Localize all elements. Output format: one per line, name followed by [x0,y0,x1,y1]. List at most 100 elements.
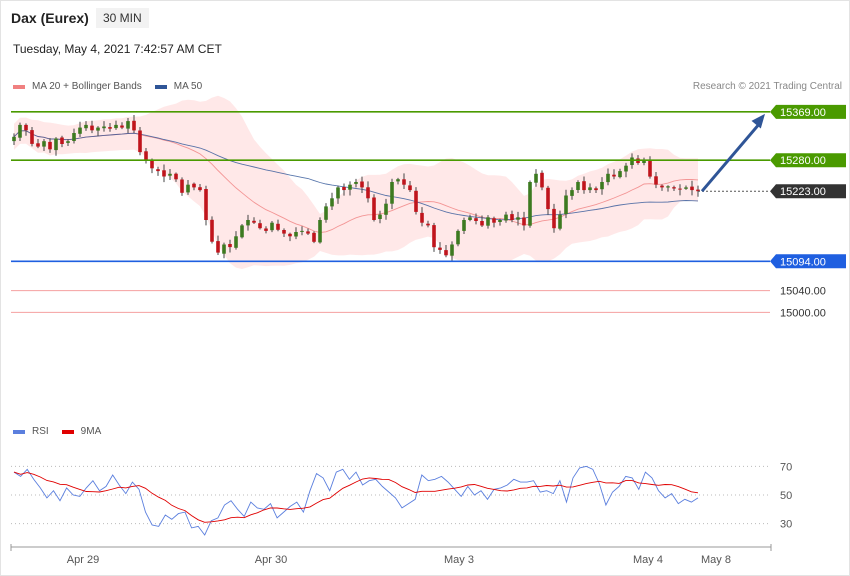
candle-body [390,182,394,204]
candle [60,135,64,148]
level-label: 15369.00 [780,107,826,119]
moving-average-layer [13,130,699,233]
candle [396,177,400,185]
candle-body [498,220,502,222]
candle-body [198,187,202,191]
candle [276,219,280,232]
credit-text: Research © 2021 Trading Central [692,81,842,92]
candle [24,123,28,136]
candle [630,153,634,169]
candle [48,138,52,153]
candle-body [258,223,262,229]
candle [318,217,322,244]
rsi-level-label: 30 [780,519,792,531]
candle [480,215,484,228]
candle-body [360,181,364,188]
candle [486,215,490,229]
projection-arrow-shaft [700,120,763,193]
candle-body [222,244,226,254]
level-label: 15040.00 [780,286,826,298]
candle-body [114,124,118,129]
candle [282,228,286,238]
level-tag [770,184,846,199]
candle-body [30,130,34,144]
candle [228,239,232,253]
candle-body [624,165,628,172]
candle-body [306,231,310,234]
candle-body [522,217,526,226]
candle [522,211,526,231]
rsi-swatch [13,429,25,434]
candle-body [432,225,436,248]
candle-body [582,181,586,191]
candle-body [180,179,184,193]
candle [300,226,304,236]
candle [642,157,646,166]
candle [258,219,262,230]
candle [504,211,508,223]
candle [438,242,442,254]
candle-body [246,220,250,226]
candle-body [384,203,388,215]
candle-body [282,230,286,234]
candle [342,183,346,196]
candle [132,115,136,134]
candle [252,217,256,225]
candle-body [132,120,136,131]
candle-body [90,125,94,131]
candle [324,203,328,223]
rsi-level-label: 70 [780,461,792,473]
candle-body [438,247,442,250]
candle-body [324,206,328,220]
candle [432,222,436,252]
candle-body [192,183,196,188]
candle [534,169,538,187]
candle-body [540,172,544,188]
candle [546,185,550,215]
candle-body [312,232,316,242]
candle-body [252,220,256,223]
candle-body [162,170,166,177]
candle [540,170,544,191]
candle-body [696,189,700,192]
candle [240,223,244,239]
level-tag [770,153,846,168]
timeframe-button[interactable]: 30 MIN [96,8,149,28]
candle [564,189,568,219]
candle [246,214,250,231]
candle-body [234,236,238,248]
level-label: 15094.00 [780,256,826,268]
candle-body [420,212,424,223]
candle [420,207,424,227]
candle-body [18,124,22,138]
candle-body [270,222,274,231]
ma20-swatch [13,84,25,89]
candle-body [276,223,280,230]
candle-body [24,124,28,131]
candle [42,138,46,152]
candle [570,187,574,200]
rsi-legend-label: RSI [32,426,49,437]
candle [216,235,220,255]
candle [156,166,160,176]
candle [270,220,274,233]
candle [114,120,118,130]
candle [12,133,16,146]
candle [264,226,268,234]
candle [192,182,196,191]
candle [162,164,166,183]
candle-body [144,151,148,161]
rsi-ma9-line [13,471,699,523]
candle-body [612,174,616,177]
candle [84,121,88,131]
candle [492,216,496,228]
price-legend: MA 20 + Bollinger Bands MA 50 [13,81,202,92]
candle-body [210,219,214,242]
candle [414,187,418,215]
candle-body [600,182,604,190]
instrument-title: Dax (Eurex) [11,10,89,26]
candle [468,214,472,222]
level-label: 15223.00 [780,186,826,198]
candle-body [576,182,580,190]
candle-body [318,220,322,243]
